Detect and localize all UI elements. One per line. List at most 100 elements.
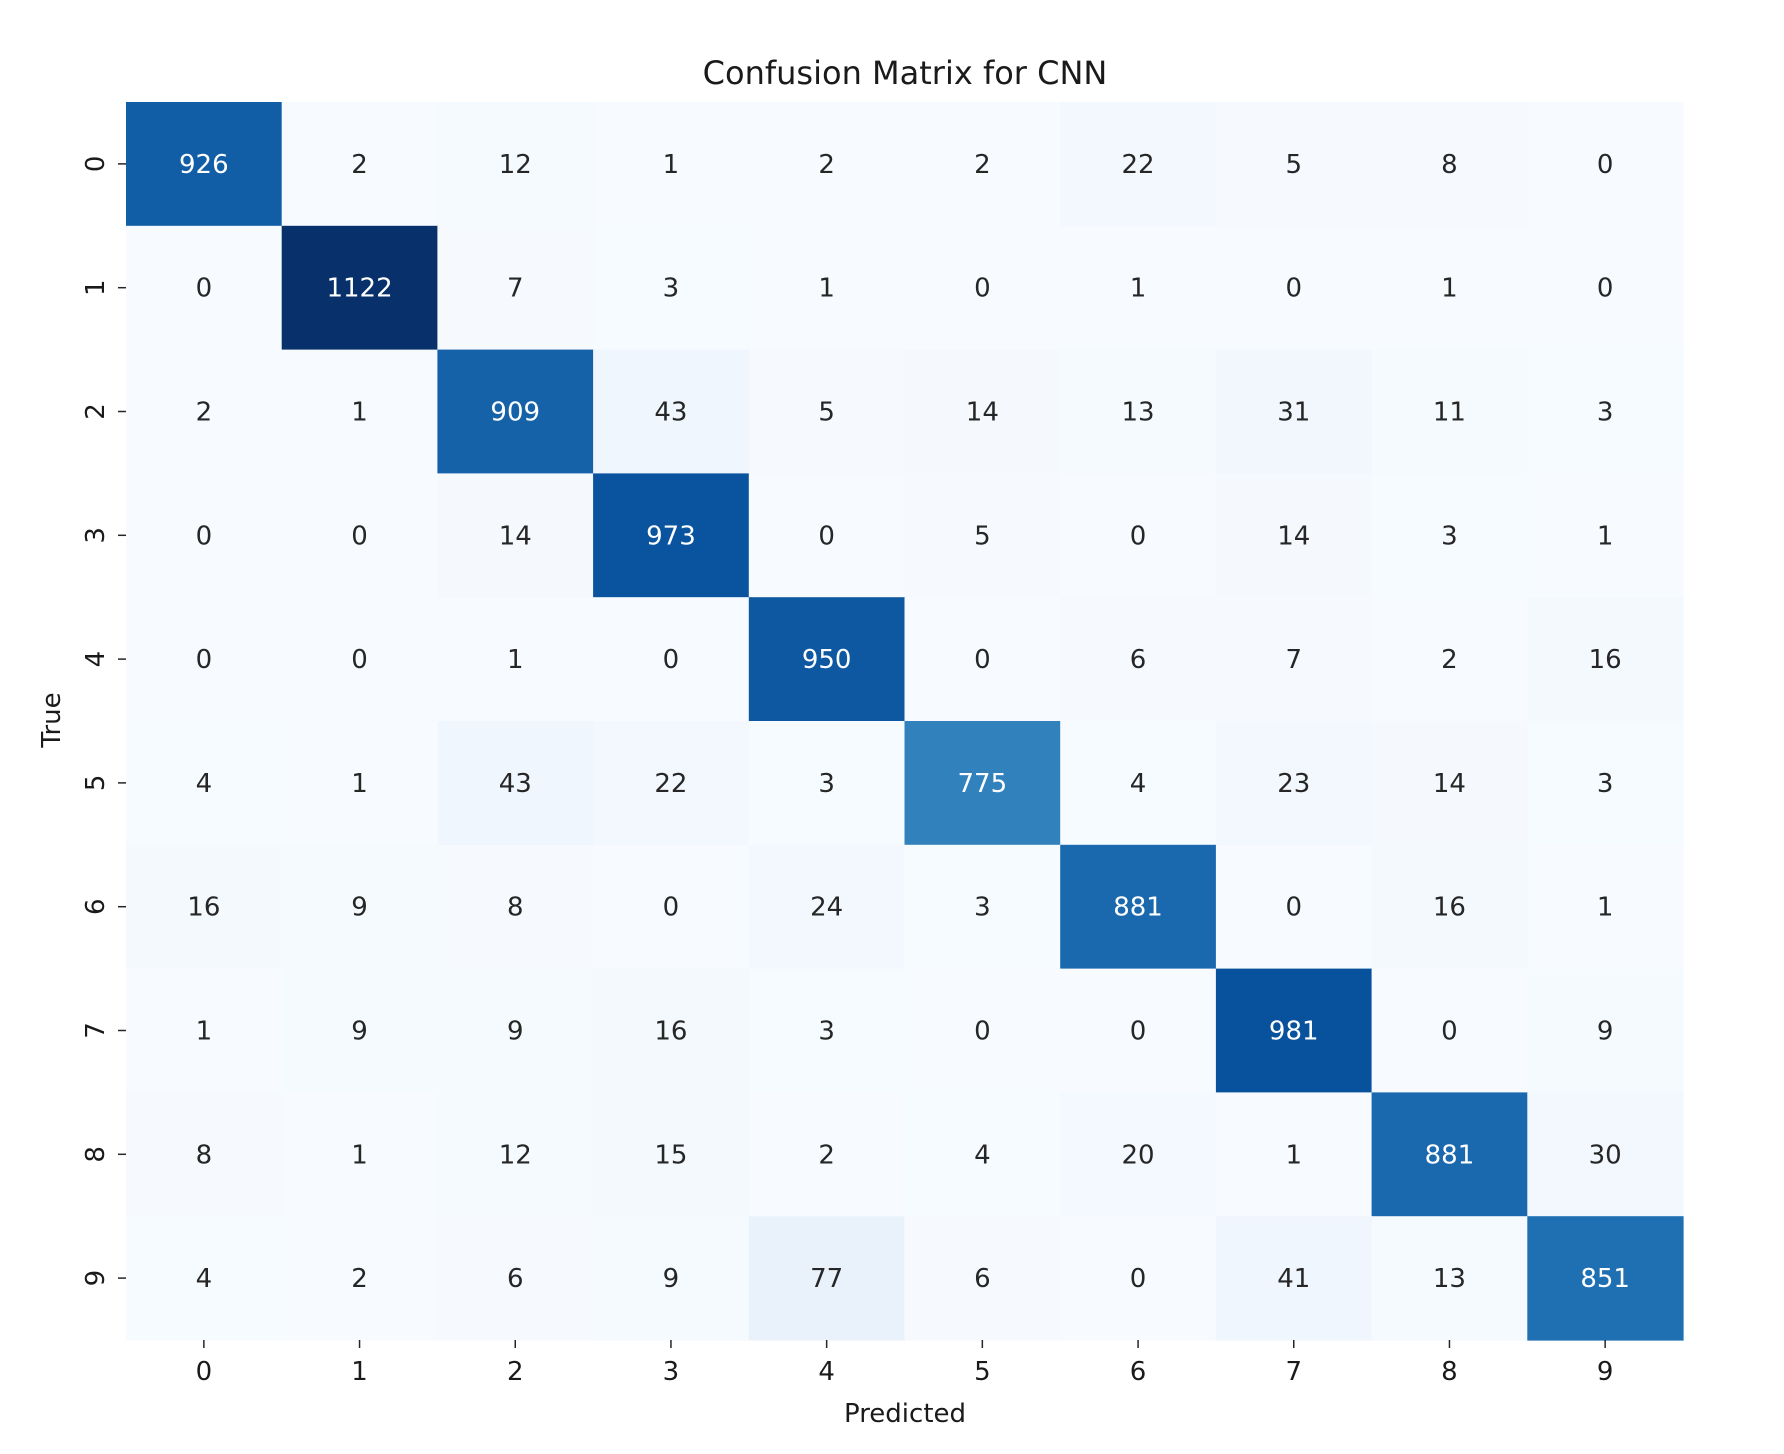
- heatmap-cell: [904, 844, 1061, 970]
- heatmap-cell: [904, 968, 1061, 1093]
- heatmap-cell: [281, 102, 438, 227]
- heatmap-cell: [748, 721, 906, 846]
- cell-value-label: 8: [1441, 150, 1458, 180]
- cell-value-label: 1: [1597, 521, 1614, 551]
- x-tick-label: 9: [1597, 1357, 1614, 1387]
- y-tick-label: 0: [81, 156, 111, 173]
- chart-title: Confusion Matrix for CNN: [703, 54, 1108, 92]
- cell-value-label: 14: [966, 398, 999, 428]
- y-tick-label: 1: [81, 279, 111, 296]
- heatmap-cell: [126, 349, 283, 474]
- x-tick-label: 8: [1441, 1357, 1458, 1387]
- cell-value-label: 0: [663, 893, 680, 923]
- heatmap-cell: [437, 102, 594, 227]
- cell-value-label: 1: [1441, 274, 1458, 304]
- y-tick-label: 4: [81, 651, 111, 668]
- cell-value-label: 5: [818, 398, 835, 428]
- heatmap-cell: [1527, 968, 1684, 1093]
- cell-value-label: 4: [196, 769, 213, 799]
- heatmap-cell: [281, 1092, 438, 1217]
- cell-value-label: 5: [1285, 150, 1302, 180]
- heatmap-cell: [126, 102, 283, 227]
- heatmap-cell: [437, 844, 594, 970]
- heatmap-cell: [1215, 968, 1373, 1093]
- heatmap-cell: [1060, 473, 1217, 598]
- cell-value-label: 14: [1277, 521, 1310, 551]
- heatmap-cell: [437, 597, 594, 722]
- heatmap-cell: [281, 968, 438, 1093]
- heatmap-cell: [1527, 1216, 1684, 1341]
- heatmap-cell: [1215, 473, 1373, 598]
- heatmap-cell: [748, 225, 906, 351]
- heatmap-cell: [1060, 721, 1217, 846]
- heatmap-cell: [1215, 349, 1373, 474]
- cell-value-label: 16: [1589, 645, 1622, 675]
- cell-value-label: 1: [1597, 893, 1614, 923]
- cell-value-label: 2: [818, 150, 835, 180]
- heatmap-cell: [748, 968, 906, 1093]
- cell-value-label: 950: [802, 645, 852, 675]
- heatmap-cell: [1060, 968, 1217, 1093]
- cell-value-label: 981: [1269, 1017, 1319, 1047]
- cell-value-label: 0: [351, 521, 368, 551]
- heatmap-cell: [593, 102, 750, 227]
- y-axis: 0 1 2 3 4 5 6 7 8 9: [81, 156, 126, 1287]
- y-tick-label: 7: [81, 1022, 111, 1039]
- cell-value-label: 973: [646, 521, 696, 551]
- heatmap-cell: [748, 1092, 906, 1217]
- cell-value-label: 0: [818, 521, 835, 551]
- heatmap-cell: [1060, 349, 1217, 474]
- heatmap-cell: [1371, 844, 1528, 970]
- x-tick-label: 1: [351, 1357, 368, 1387]
- cell-value-label: 43: [499, 769, 532, 799]
- heatmap-cell: [281, 597, 438, 722]
- cell-value-label: 0: [1130, 521, 1147, 551]
- heatmap-cell: [904, 102, 1061, 227]
- cell-value-label: 1: [663, 150, 680, 180]
- cell-value-label: 1: [351, 769, 368, 799]
- cell-value-label: 30: [1589, 1140, 1622, 1170]
- heatmap-cell: [1215, 1216, 1373, 1341]
- cell-value-label: 2: [351, 1264, 368, 1294]
- y-tick-label: 9: [81, 1270, 111, 1287]
- heatmap-cell: [748, 597, 906, 722]
- heatmap-cell: [904, 225, 1061, 351]
- cell-value-label: 2: [974, 150, 991, 180]
- heatmap-cell: [1527, 473, 1684, 598]
- cell-value-label: 0: [974, 1017, 991, 1047]
- cell-value-label: 2: [351, 150, 368, 180]
- cell-value-label: 3: [818, 1017, 835, 1047]
- heatmap-cell: [281, 844, 438, 970]
- heatmap-cell: [748, 844, 906, 970]
- cell-value-label: 16: [1433, 893, 1466, 923]
- heatmap-cell: [281, 225, 438, 351]
- cell-value-label: 9: [351, 893, 368, 923]
- cell-value-label: 12: [499, 1140, 532, 1170]
- cell-value-label: 6: [974, 1264, 991, 1294]
- cell-value-label: 1122: [326, 274, 392, 304]
- cell-value-label: 0: [1597, 150, 1614, 180]
- x-tick-label: 2: [507, 1357, 524, 1387]
- heatmap-cell: [1060, 1092, 1217, 1217]
- heatmap-cell: [1371, 102, 1528, 227]
- heatmap-cell: [437, 349, 594, 474]
- heatmap-cell: [748, 102, 906, 227]
- cell-value-label: 9: [507, 1017, 524, 1047]
- cell-value-label: 881: [1425, 1140, 1475, 1170]
- cell-value-label: 9: [663, 1264, 680, 1294]
- cell-value-label: 3: [974, 893, 991, 923]
- heatmap-cell: [1060, 102, 1217, 227]
- cell-value-label: 3: [663, 274, 680, 304]
- cell-value-label: 3: [1597, 398, 1614, 428]
- cell-value-label: 0: [1285, 274, 1302, 304]
- heatmap-cell: [1371, 473, 1528, 598]
- cell-value-label: 926: [179, 150, 229, 180]
- cell-value-label: 14: [1433, 769, 1466, 799]
- heatmap-cell: [126, 597, 283, 722]
- heatmap-cell: [126, 1092, 283, 1217]
- cell-value-label: 0: [196, 521, 213, 551]
- cell-value-label: 1: [351, 1140, 368, 1170]
- heatmap-cell: [437, 721, 594, 846]
- cell-value-label: 13: [1122, 398, 1155, 428]
